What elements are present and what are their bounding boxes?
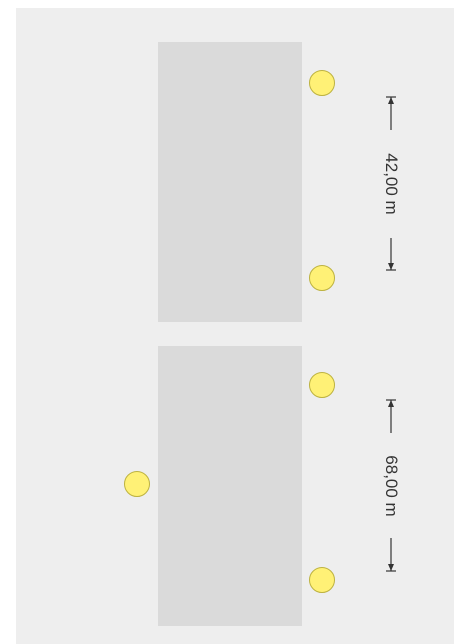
light-pole-icon (309, 265, 335, 291)
dimension-line-upper (386, 96, 396, 271)
light-pole-icon (309, 567, 335, 593)
dimension-line-lower (386, 399, 396, 572)
parking-block-upper (158, 42, 302, 322)
parking-block-lower (158, 346, 302, 626)
dimension-label-lower: 68,00 m (382, 455, 401, 517)
light-pole-icon (309, 372, 335, 398)
dimension-label-upper: 42,00 m (382, 153, 401, 215)
light-pole-icon (309, 70, 335, 96)
site-plan-canvas: 42,00 m 68,00 m (16, 8, 454, 644)
dimension-lines (386, 96, 396, 572)
light-pole-icon (124, 471, 150, 497)
